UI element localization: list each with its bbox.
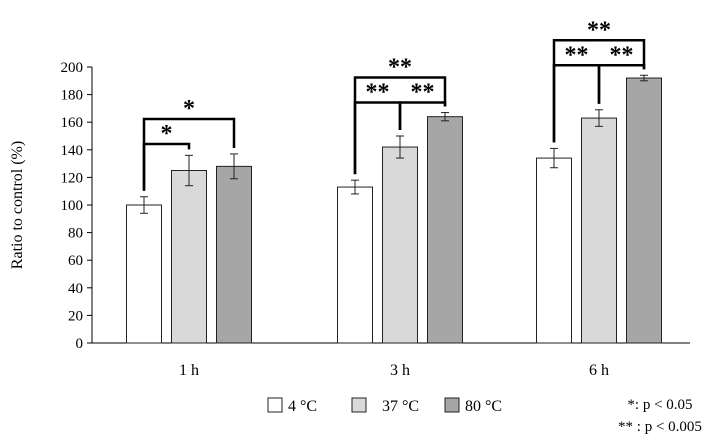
y-tick-label: 60 (68, 253, 83, 269)
legend-swatch (351, 397, 367, 413)
y-tick-label: 180 (61, 88, 84, 104)
significance-brackets: **** **** ** **** (142, 17, 646, 191)
category-labels: 1 h 3 h 6 h (179, 362, 609, 379)
bar (216, 165, 252, 344)
significance-label: ** (411, 80, 435, 106)
axes: 0 20 40 60 80 100 120 140 160 180 200 (61, 60, 690, 352)
y-tick-label: 120 (61, 170, 84, 186)
y-tick-label: 160 (61, 115, 84, 131)
x-category-label: 3 h (390, 362, 410, 379)
bar (382, 146, 418, 344)
y-tick-label: 20 (68, 308, 83, 324)
y-tick-label: 40 (68, 281, 83, 297)
bar (126, 204, 162, 344)
bar (337, 186, 373, 344)
significance-label: ** (388, 55, 412, 81)
legend: 4 °C 37 °C 80 °C (267, 397, 502, 415)
y-tick-label: 0 (76, 336, 84, 352)
note-single-star: *: p < 0.05 (627, 397, 692, 413)
legend-label: 80 °C (465, 398, 502, 415)
bar (536, 157, 572, 344)
y-tick-label: 200 (61, 60, 84, 76)
significance-label: ** (610, 42, 634, 68)
y-tick-label: 140 (61, 143, 84, 159)
significance-label: ** (565, 42, 589, 68)
x-category-label: 6 h (589, 362, 609, 379)
significance-label: * (161, 121, 173, 147)
bar (581, 117, 617, 344)
bar (626, 77, 662, 344)
y-tick-label: 100 (61, 198, 84, 214)
y-axis-label: Ratio to control (%) (9, 141, 26, 269)
y-tick-label: 80 (68, 226, 83, 242)
significance-label: ** (366, 80, 390, 106)
error-bars (140, 74, 648, 214)
bar (427, 116, 463, 344)
bar (171, 170, 207, 344)
legend-swatch (444, 397, 460, 413)
significance-label: ** (587, 17, 611, 43)
legend-label: 4 °C (288, 398, 317, 415)
legend-swatch (267, 397, 283, 413)
significance-bracket (142, 117, 236, 191)
legend-label: 37 °C (382, 398, 419, 415)
significance-bracket (353, 76, 447, 175)
bars (126, 77, 662, 344)
x-category-label: 1 h (179, 362, 199, 379)
significance-label: * (183, 96, 195, 122)
note-double-star: ** : p < 0.005 (618, 419, 702, 435)
significance-bracket (552, 39, 646, 143)
